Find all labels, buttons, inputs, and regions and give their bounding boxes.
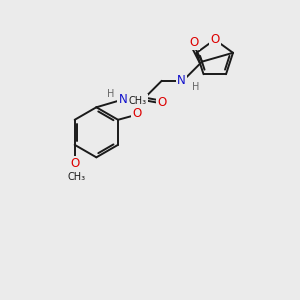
- Text: O: O: [70, 158, 79, 170]
- Text: N: N: [118, 93, 127, 106]
- Text: O: O: [210, 33, 219, 46]
- Text: O: O: [189, 36, 198, 49]
- Text: CH₃: CH₃: [129, 96, 147, 106]
- Text: H: H: [106, 89, 114, 99]
- Text: CH₃: CH₃: [67, 172, 85, 182]
- Text: O: O: [132, 106, 141, 119]
- Text: H: H: [192, 82, 199, 92]
- Text: O: O: [158, 96, 167, 110]
- Text: N: N: [177, 74, 186, 87]
